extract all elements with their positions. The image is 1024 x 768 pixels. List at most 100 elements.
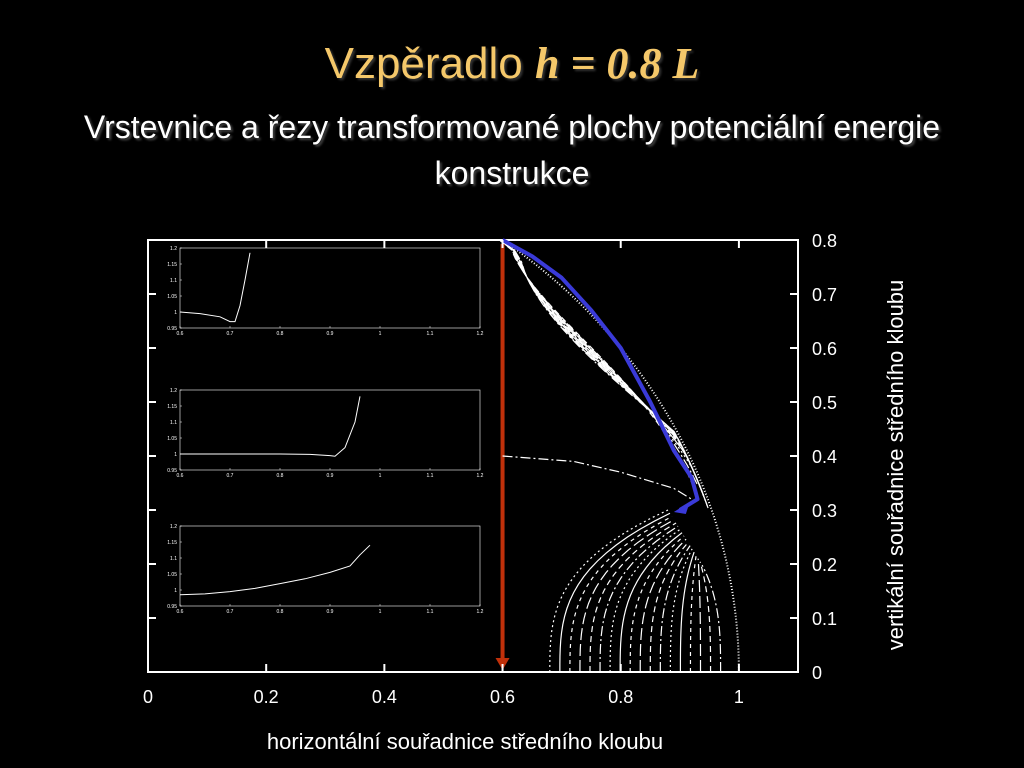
inset-x-tick-label: 0.9 xyxy=(327,473,334,479)
energy-path-line xyxy=(501,238,700,512)
inset-x-tick-label: 1 xyxy=(379,331,382,337)
inset-y-tick-label: 1.1 xyxy=(170,556,177,562)
inset-frame xyxy=(179,525,481,607)
contour-line xyxy=(701,564,722,673)
y-axis-title: vertikální souřadnice středního kloubu xyxy=(883,280,908,651)
contour-line xyxy=(569,515,673,673)
x-tick-label: 1 xyxy=(734,687,744,707)
slide-title-formula: h = 0.8 L xyxy=(534,39,700,88)
inset-x-tick-label: 1.1 xyxy=(427,473,434,479)
inset-frame xyxy=(179,389,481,471)
inset-y-tick-label: 1.1 xyxy=(170,420,177,426)
contour-line xyxy=(589,522,677,673)
contour-line xyxy=(499,239,707,503)
slide-subtitle: Vrstevnice a řezy transformované plochy … xyxy=(83,109,941,191)
x-tick-label: 0.2 xyxy=(254,687,279,707)
inset-x-tick-label: 1 xyxy=(379,473,382,479)
y-tick-label: 0.6 xyxy=(812,339,837,359)
inset-curve xyxy=(179,252,251,323)
inset-x-tick-label: 0.6 xyxy=(177,609,184,615)
contour-line xyxy=(599,525,679,673)
inset-x-tick-label: 0.9 xyxy=(327,331,334,337)
inset-x-tick-label: 0.7 xyxy=(227,473,234,479)
x-tick-label: 0 xyxy=(143,687,153,707)
contour-line xyxy=(629,535,685,673)
inset-curve xyxy=(180,396,361,457)
y-tick-label: 0.5 xyxy=(812,393,837,413)
dash-dot-line xyxy=(502,455,692,500)
inset-y-tick-label: 0.95 xyxy=(167,604,177,610)
contour-line xyxy=(679,551,695,673)
x-axis-title: horizontální souřadnice středního kloubu xyxy=(267,729,663,754)
inset-y-tick-label: 1.15 xyxy=(167,404,177,410)
contour-line xyxy=(669,548,693,673)
boundary-arc xyxy=(501,239,740,673)
inset-y-tick-label: 1.05 xyxy=(167,436,177,442)
inset-chart: 0.6 0.7 0.8 0.9 1 1.1 1.2 0.95 1 1.05 1.1 1.15 1.2 xyxy=(167,524,483,615)
contour-line xyxy=(689,555,697,672)
inset-x-tick-label: 0.6 xyxy=(177,473,184,479)
inset-chart: 0.6 0.7 0.8 0.9 1 1.1 1.2 0.95 1 1.05 1.1 1.15 1.2 xyxy=(167,246,483,337)
inset-y-tick-label: 1.05 xyxy=(167,572,177,578)
inset-curve xyxy=(179,544,371,596)
y-tick-label: 0 xyxy=(812,663,822,683)
contour-line xyxy=(499,239,699,486)
inset-y-tick-label: 1.2 xyxy=(170,388,177,394)
inset-y-tick-label: 1 xyxy=(174,452,177,458)
y-tick-label: 0.4 xyxy=(812,447,837,467)
inset-y-tick-label: 0.95 xyxy=(167,326,177,332)
contour-line xyxy=(659,545,691,673)
inset-x-tick-label: 1.1 xyxy=(427,609,434,615)
inset-y-tick-label: 1.05 xyxy=(167,294,177,300)
inset-y-tick-label: 1.2 xyxy=(170,524,177,530)
main-series xyxy=(495,238,700,670)
contour-lines xyxy=(499,239,740,673)
inset-x-tick-label: 0.7 xyxy=(227,331,234,337)
y-tick-label: 0.2 xyxy=(812,555,837,575)
contour-line xyxy=(499,239,709,509)
slide-title: Vzpěradlo h = 0.8 L xyxy=(0,38,1024,89)
inset-x-tick-label: 0.6 xyxy=(177,331,184,337)
inset-y-tick-label: 1 xyxy=(174,588,177,594)
contour-line xyxy=(549,509,669,673)
inset-y-tick-label: 1.1 xyxy=(170,278,177,284)
contour-line xyxy=(559,512,671,673)
contour-line xyxy=(499,239,693,484)
contour-line xyxy=(697,558,702,672)
inset-charts: 0.6 0.7 0.8 0.9 1 1.1 1.20.9511.051.11.151.20.… xyxy=(167,246,483,615)
energy-path-arrowhead xyxy=(673,502,690,514)
contour-line xyxy=(619,532,683,673)
inset-x-tick-label: 1.2 xyxy=(477,609,484,615)
inset-y-tick-label: 1 xyxy=(174,310,177,316)
y-tick-label: 0.7 xyxy=(812,285,837,305)
inset-y-tick-label: 0.95 xyxy=(167,468,177,474)
inset-frame xyxy=(179,247,481,329)
contour-line xyxy=(579,519,675,673)
inset-x-tick-label: 0.8 xyxy=(277,609,284,615)
x-tick-label: 0.6 xyxy=(490,687,515,707)
inset-y-tick-label: 1.2 xyxy=(170,246,177,252)
contour-line xyxy=(499,239,706,501)
y-tick-label: 0.1 xyxy=(812,609,837,629)
y-tick-label: 0.3 xyxy=(812,501,837,521)
x-tick-label: 0.4 xyxy=(372,687,397,707)
inset-chart: 0.6 0.7 0.8 0.9 1 1.1 1.2 0.95 1 1.05 1.1 1.15 1.2 xyxy=(167,388,483,479)
inset-x-tick-label: 0.9 xyxy=(327,609,334,615)
inset-x-tick-label: 1.2 xyxy=(477,331,484,337)
contour-line xyxy=(639,538,687,673)
x-tick-label: 0.8 xyxy=(608,687,633,707)
contour-line xyxy=(649,542,689,673)
slide-title-text: Vzpěradlo xyxy=(324,39,535,88)
inset-x-tick-label: 0.8 xyxy=(277,331,284,337)
inset-x-tick-label: 1 xyxy=(379,609,382,615)
contour-line xyxy=(699,561,712,673)
inset-x-tick-label: 1.1 xyxy=(427,331,434,337)
contour-line xyxy=(499,239,708,505)
inset-y-tick-label: 1.15 xyxy=(167,262,177,268)
inset-x-tick-label: 0.8 xyxy=(277,473,284,479)
inset-y-tick-label: 1.15 xyxy=(167,540,177,546)
inset-x-tick-label: 0.7 xyxy=(227,609,234,615)
contour-line xyxy=(499,239,708,507)
inset-x-tick-label: 1.2 xyxy=(477,473,484,479)
